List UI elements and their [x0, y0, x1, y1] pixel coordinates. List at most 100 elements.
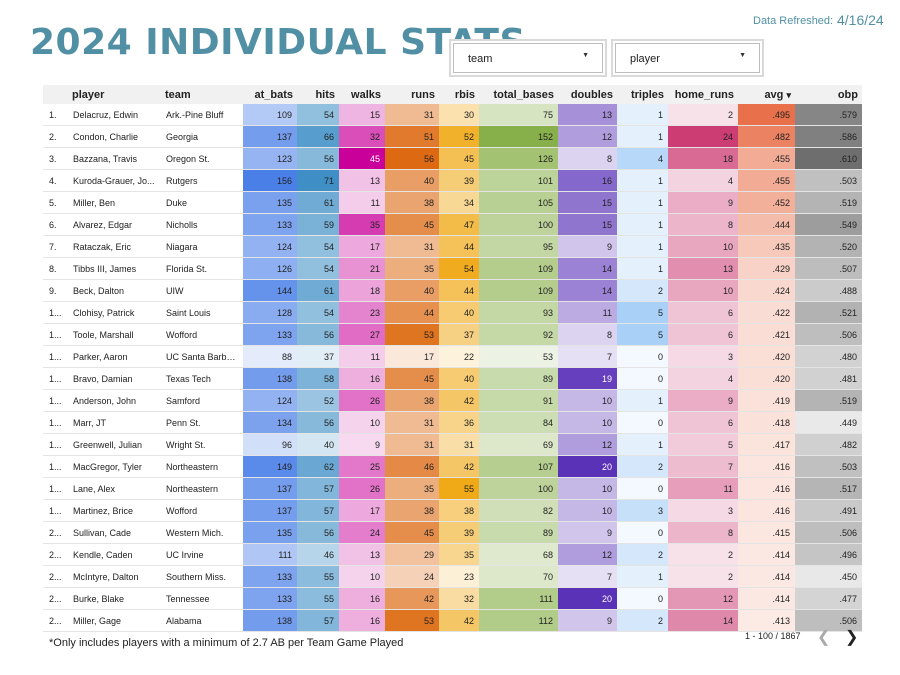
table-row[interactable]: 1... Marr, JT Penn St. 134 56 10 31 36 84 10 0 6.41… — [43, 411, 862, 434]
table-row[interactable]: 8. Tibbs III, James Florida St. 126 54 21 35 54… — [43, 257, 862, 280]
cell-rbis: 34 — [439, 191, 479, 214]
cell-avg: .422 — [738, 301, 795, 324]
cell-obp: .506 — [795, 609, 862, 632]
cell-triples: 1 — [617, 235, 668, 258]
cell-at-bats: 123 — [243, 147, 297, 170]
col-header-home-runs[interactable]: home_runs — [668, 85, 738, 104]
caret-down-icon: ▼ — [582, 52, 589, 59]
table-row[interactable]: 2... McIntyre, Dalton Southern Miss. 133 55 1… — [43, 565, 862, 588]
cell-rbis: 35 — [439, 543, 479, 566]
col-header-doubles[interactable]: doubles — [558, 85, 617, 104]
cell-home-runs: 6 — [668, 301, 738, 324]
table-row[interactable]: 2... Kendle, Caden UC Irvine 111 46 13 29 35 68 1… — [43, 543, 862, 566]
cell-player: Clohisy, Patrick — [68, 301, 161, 324]
table-row[interactable]: 4. Kuroda-Grauer, Jo... Rutgers 156 71 13 40 39… — [43, 169, 862, 192]
col-header-obp[interactable]: obp — [795, 85, 862, 104]
col-header-walks[interactable]: walks — [339, 85, 385, 104]
cell-at-bats: 133 — [243, 565, 297, 588]
cell-player: Miller, Gage — [68, 609, 161, 632]
cell-rbis: 36 — [439, 411, 479, 434]
table-row[interactable]: 3. Bazzana, Travis Oregon St. 123 56 45 56 45 12… — [43, 147, 862, 170]
cell-obp: .579 — [795, 104, 862, 126]
table-row[interactable]: 6. Alvarez, Edgar Nicholls 133 59 35 45 47 100 15… — [43, 213, 862, 236]
cell-hits: 55 — [297, 587, 339, 610]
cell-at-bats: 137 — [243, 125, 297, 148]
player-filter-frame — [615, 43, 760, 73]
table-row[interactable]: 9. Beck, Dalton UIW 144 61 18 40 44 109 14 2 10.424… — [43, 279, 862, 302]
table-row[interactable]: 1... MacGregor, Tyler Northeastern 149 62 25 4… — [43, 455, 862, 478]
cell-home-runs: 2 — [668, 104, 738, 126]
cell-obp: .496 — [795, 543, 862, 566]
cell-total-bases: 53 — [479, 345, 558, 368]
cell-runs: 17 — [385, 345, 439, 368]
team-filter-dropdown[interactable]: team ▼ — [449, 39, 607, 77]
col-header-hits[interactable]: hits — [297, 85, 339, 104]
cell-doubles: 8 — [558, 147, 617, 170]
col-header-team[interactable]: team — [161, 85, 243, 104]
cell-doubles: 8 — [558, 323, 617, 346]
cell-home-runs: 9 — [668, 191, 738, 214]
cell-total-bases: 109 — [479, 257, 558, 280]
chevron-right-icon[interactable]: ❯ — [845, 629, 859, 646]
cell-player: Kuroda-Grauer, Jo... — [68, 169, 161, 192]
table-row[interactable]: 2. Condon, Charlie Georgia 137 66 32 51 52 152 12… — [43, 125, 862, 148]
col-header-total-bases[interactable]: total_bases — [479, 85, 558, 104]
cell-doubles: 12 — [558, 125, 617, 148]
cell-obp: .610 — [795, 147, 862, 170]
table-row[interactable]: 1... Anderson, John Samford 124 52 26 38 42 91 10… — [43, 389, 862, 412]
table-row[interactable]: 2... Sullivan, Cade Western Mich. 135 56 24 45… — [43, 521, 862, 544]
caret-down-icon: ▼ — [739, 52, 746, 59]
cell-avg: .416 — [738, 477, 795, 500]
col-header-at-bats[interactable]: at_bats — [243, 85, 297, 104]
cell-home-runs: 4 — [668, 169, 738, 192]
table-row[interactable]: 1... Greenwell, Julian Wright St. 96 40 9 31 31… — [43, 433, 862, 456]
cell-team: Wofford — [161, 499, 243, 522]
cell-total-bases: 126 — [479, 147, 558, 170]
table-row[interactable]: 7. Rataczak, Eric Niagara 124 54 17 31 44 95 9 1 10… — [43, 235, 862, 258]
cell-total-bases: 82 — [479, 499, 558, 522]
cell-walks: 23 — [339, 301, 385, 324]
cell-avg: .413 — [738, 609, 795, 632]
table-row[interactable]: 1... Lane, Alex Northeastern 137 57 26 35 55 100… — [43, 477, 862, 500]
table-row[interactable]: 1... Bravo, Damian Texas Tech 138 58 16 45 40 89… — [43, 367, 862, 390]
cell-runs: 53 — [385, 609, 439, 632]
cell-obp: .488 — [795, 279, 862, 302]
cell-idx: 1... — [43, 345, 68, 368]
table-row[interactable]: 1. Delacruz, Edwin Ark.-Pine Bluff 109 54 15 3… — [43, 104, 862, 126]
cell-player: Anderson, John — [68, 389, 161, 412]
cell-player: Burke, Blake — [68, 587, 161, 610]
col-header-rbis[interactable]: rbis — [439, 85, 479, 104]
cell-avg: .414 — [738, 565, 795, 588]
cell-home-runs: 5 — [668, 433, 738, 456]
player-filter-dropdown[interactable]: player ▼ — [611, 39, 764, 77]
col-header-triples[interactable]: triples — [617, 85, 668, 104]
cell-walks: 24 — [339, 521, 385, 544]
cell-idx: 2... — [43, 565, 68, 588]
cell-player: Rataczak, Eric — [68, 235, 161, 258]
cell-runs: 38 — [385, 191, 439, 214]
col-header-avg[interactable]: avg ▾ — [738, 85, 795, 104]
cell-walks: 10 — [339, 565, 385, 588]
table-row[interactable]: 1... Clohisy, Patrick Saint Louis 128 54 23 44… — [43, 301, 862, 324]
cell-hits: 46 — [297, 543, 339, 566]
table-row[interactable]: 5. Miller, Ben Duke 135 61 11 38 34 105 15 1 9.452.… — [43, 191, 862, 214]
col-header-runs[interactable]: runs — [385, 85, 439, 104]
col-header-player[interactable]: player — [68, 85, 161, 104]
cell-home-runs: 3 — [668, 499, 738, 522]
table-row[interactable]: 1... Martinez, Brice Wofford 137 57 17 38 38 82 1… — [43, 499, 862, 522]
cell-walks: 35 — [339, 213, 385, 236]
table-row[interactable]: 2... Miller, Gage Alabama 138 57 16 53 42 112 9 2 1… — [43, 609, 862, 632]
cell-home-runs: 6 — [668, 323, 738, 346]
table-row[interactable]: 1... Toole, Marshall Wofford 133 56 27 53 37 92 8… — [43, 323, 862, 346]
table-row[interactable]: 2... Burke, Blake Tennessee 133 55 16 42 32 111 2… — [43, 587, 862, 610]
table-row[interactable]: 1... Parker, Aaron UC Santa Barba... 88 37 11… — [43, 345, 862, 368]
cell-hits: 56 — [297, 521, 339, 544]
cell-obp: .477 — [795, 587, 862, 610]
chevron-left-icon[interactable]: ❮ — [817, 629, 831, 646]
cell-avg: .417 — [738, 433, 795, 456]
cell-total-bases: 89 — [479, 367, 558, 390]
cell-home-runs: 12 — [668, 587, 738, 610]
cell-at-bats: 128 — [243, 301, 297, 324]
cell-avg: .420 — [738, 367, 795, 390]
cell-home-runs: 14 — [668, 609, 738, 632]
